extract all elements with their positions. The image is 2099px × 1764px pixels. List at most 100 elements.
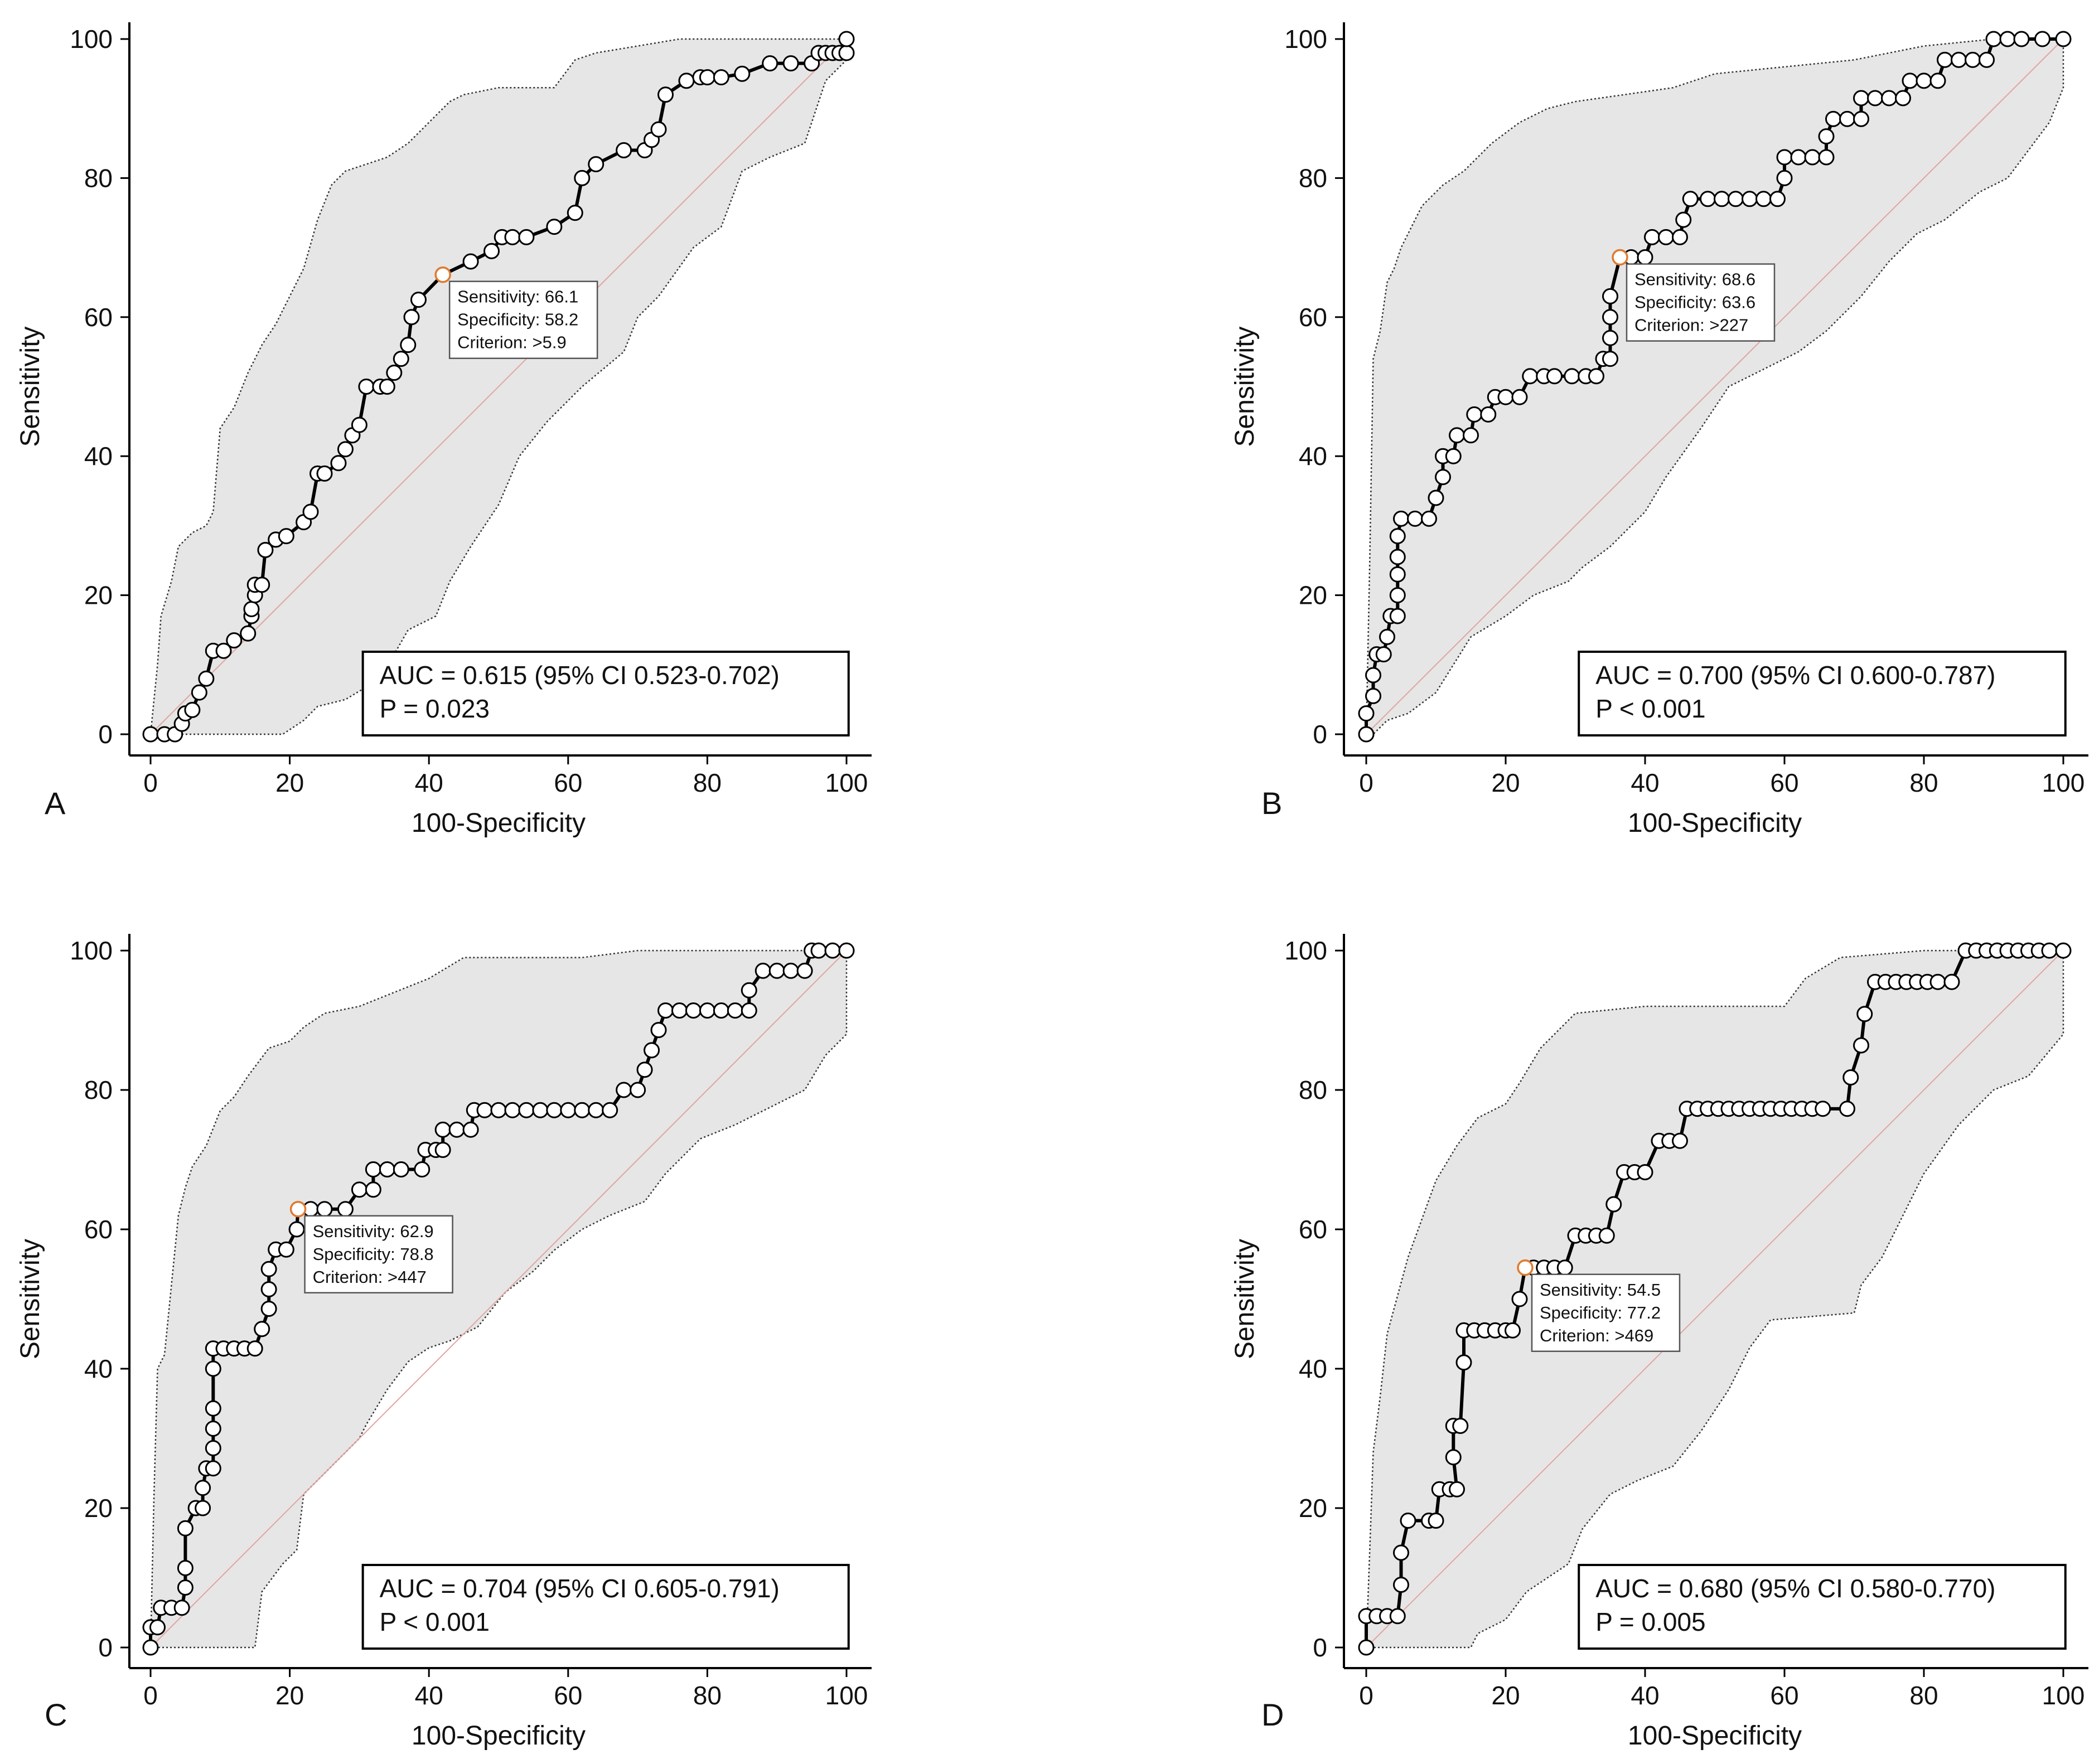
panel-letter: D	[1261, 1697, 1284, 1732]
x-tick-label: 0	[143, 1681, 158, 1710]
roc-point	[1853, 1037, 1869, 1054]
roc-point	[483, 243, 500, 259]
y-tick-label: 60	[84, 303, 113, 332]
x-tick-label: 80	[693, 768, 722, 797]
criterion-box	[304, 1215, 453, 1293]
roc-point	[400, 337, 417, 353]
roc-point	[1602, 309, 1618, 326]
roc-point	[1895, 90, 1911, 106]
y-tick-label: 0	[98, 720, 113, 749]
roc-point	[1505, 1322, 1521, 1339]
roc-point	[657, 86, 674, 103]
roc-point	[616, 1082, 632, 1098]
reference-diagonal	[150, 950, 847, 1648]
criterion-box	[1531, 1273, 1681, 1352]
ci-upper-line	[1365, 949, 2063, 1648]
roc-point	[1672, 1132, 1688, 1149]
y-tick-label: 100	[70, 936, 113, 965]
x-tick-label: 80	[1909, 768, 1938, 797]
roc-point	[504, 229, 521, 245]
x-tick-label: 0	[1359, 768, 1373, 797]
y-tick-label: 40	[1299, 1354, 1327, 1383]
roc-point	[1856, 1006, 1873, 1022]
roc-point	[1902, 72, 1918, 89]
y-tick-label: 60	[84, 1215, 113, 1244]
roc-point	[1602, 351, 1618, 367]
x-tick-label: 20	[1491, 1681, 1520, 1710]
roc-point	[1700, 191, 1716, 207]
roc-point	[246, 1340, 263, 1357]
roc-point	[1379, 628, 1395, 645]
panel-letter: C	[45, 1697, 67, 1732]
ci-upper-line	[149, 38, 847, 735]
roc-point	[434, 1121, 451, 1138]
roc-point	[755, 962, 771, 979]
roc-point	[205, 1440, 221, 1456]
roc-point	[1389, 549, 1406, 565]
roc-point	[1389, 608, 1406, 624]
roc-point	[337, 441, 354, 458]
y-tick-label: 80	[1299, 163, 1327, 192]
x-tick-label: 60	[554, 1681, 582, 1710]
p-value-text: P < 0.001	[1595, 694, 1705, 723]
x-tick-label: 100	[825, 768, 868, 797]
roc-point	[1400, 1513, 1416, 1529]
roc-point	[1389, 528, 1406, 545]
roc-point	[257, 542, 274, 559]
roc-point	[1979, 51, 1995, 68]
criterion-sensitivity: Sensitivity: 54.5	[1540, 1280, 1661, 1300]
roc-point	[644, 1042, 660, 1059]
roc-point	[240, 625, 257, 642]
roc-point	[602, 1102, 618, 1118]
roc-point	[1421, 510, 1437, 527]
roc-point	[2034, 31, 2050, 47]
auc-text: AUC = 0.704 (95% CI 0.605-0.791)	[380, 1574, 780, 1603]
roc-point	[713, 69, 729, 86]
roc-point	[518, 1102, 535, 1118]
roc-point	[1598, 1227, 1615, 1244]
roc-point	[1682, 191, 1699, 207]
y-tick-label: 80	[84, 1075, 113, 1104]
roc-point	[518, 229, 535, 245]
roc-panel-a: 0 20 40 60 80 100 0 20 40 60 80 100 100-Specificity S…	[16, 22, 872, 838]
p-value-text: P < 0.001	[380, 1607, 490, 1636]
criterion-specificity: Specificity: 58.2	[457, 310, 578, 329]
criterion-value: Criterion: >469	[1540, 1326, 1653, 1345]
roc-point	[365, 1181, 381, 1198]
roc-point	[1929, 973, 1946, 990]
roc-point	[1815, 1101, 1831, 1117]
roc-point	[1358, 1639, 1375, 1656]
reference-diagonal	[1366, 950, 2064, 1648]
x-tick-label: 0	[1359, 1681, 1373, 1710]
x-tick-label: 80	[1909, 1681, 1938, 1710]
roc-point	[476, 1102, 493, 1118]
roc-point	[386, 365, 403, 381]
ci-lower-line	[151, 39, 848, 735]
p-value-text: P = 0.005	[1595, 1607, 1705, 1636]
roc-point	[1588, 368, 1604, 385]
criterion-point	[434, 266, 451, 283]
roc-point	[1728, 191, 1744, 207]
roc-point	[1916, 72, 1932, 89]
roc-point	[838, 45, 855, 61]
roc-point	[574, 169, 591, 186]
y-axis-title: Sensitivity	[1230, 1239, 1260, 1359]
y-axis-title: Sensitivity	[16, 1239, 45, 1359]
roc-point	[1881, 90, 1897, 106]
roc-point	[567, 205, 583, 221]
roc-point	[462, 253, 479, 270]
roc-point	[1776, 169, 1793, 186]
roc-point	[588, 156, 604, 172]
roc-point	[1511, 1291, 1528, 1307]
roc-point	[1428, 1513, 1444, 1529]
roc-point	[699, 1002, 715, 1019]
y-axis-title: Sensitivity	[16, 326, 45, 447]
roc-point	[685, 1002, 702, 1019]
roc-point	[1480, 406, 1497, 423]
roc-point	[403, 309, 420, 326]
y-tick-label: 20	[84, 1494, 113, 1523]
criterion-point	[1612, 249, 1628, 266]
roc-point	[177, 1520, 194, 1537]
criterion-value: Criterion: >227	[1634, 316, 1748, 335]
roc-point	[1929, 72, 1946, 89]
